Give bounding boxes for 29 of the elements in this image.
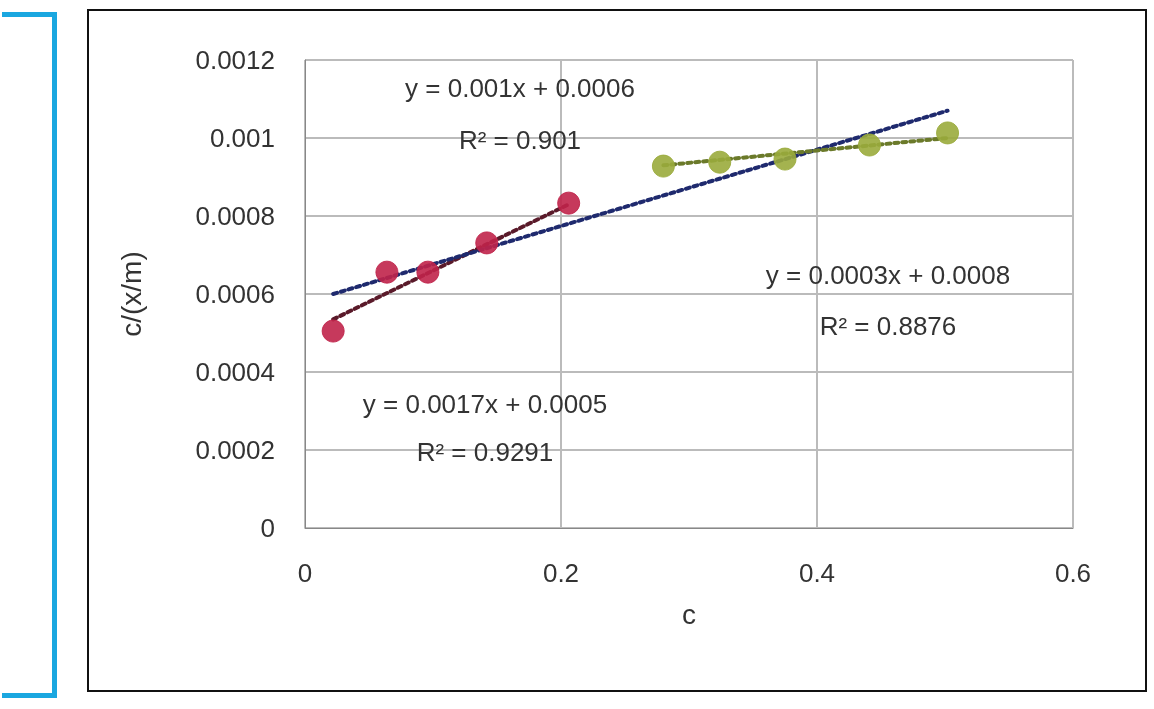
point xyxy=(936,121,960,145)
point xyxy=(708,150,732,174)
annotation: y = 0.0003x + 0.0008 xyxy=(765,260,1011,290)
y-tick-label: 0.001 xyxy=(209,123,275,153)
annotation: y = 0.0017x + 0.0005 xyxy=(362,389,608,419)
point xyxy=(651,154,675,178)
y-tick-label: 0 xyxy=(260,513,275,543)
x-tick-label: 0.4 xyxy=(798,558,836,588)
annotation: R² = 0.8876 xyxy=(819,311,957,341)
x-tick-label: 0.6 xyxy=(1054,558,1092,588)
y-tick-label: 0.0002 xyxy=(195,435,275,465)
point xyxy=(416,260,440,284)
y-axis-title: c/(x/m) xyxy=(115,251,147,337)
point xyxy=(475,231,499,255)
point xyxy=(858,133,881,157)
point xyxy=(557,191,581,215)
annotation: R² = 0.901 xyxy=(458,125,582,155)
x-tick-label: 0.2 xyxy=(542,558,580,588)
point xyxy=(375,260,399,284)
x-tick-label: 0 xyxy=(297,558,313,588)
point xyxy=(321,319,345,343)
annotation: R² = 0.9291 xyxy=(416,437,554,467)
point xyxy=(773,147,797,171)
y-tick-label: 0.0012 xyxy=(195,45,275,75)
x-axis-title: c xyxy=(682,598,696,630)
y-tick-label: 0.0006 xyxy=(195,279,275,309)
y-tick-label: 0.0004 xyxy=(195,357,275,387)
y-tick-label: 0.0008 xyxy=(195,201,275,231)
annotation: y = 0.001x + 0.0006 xyxy=(405,73,635,103)
